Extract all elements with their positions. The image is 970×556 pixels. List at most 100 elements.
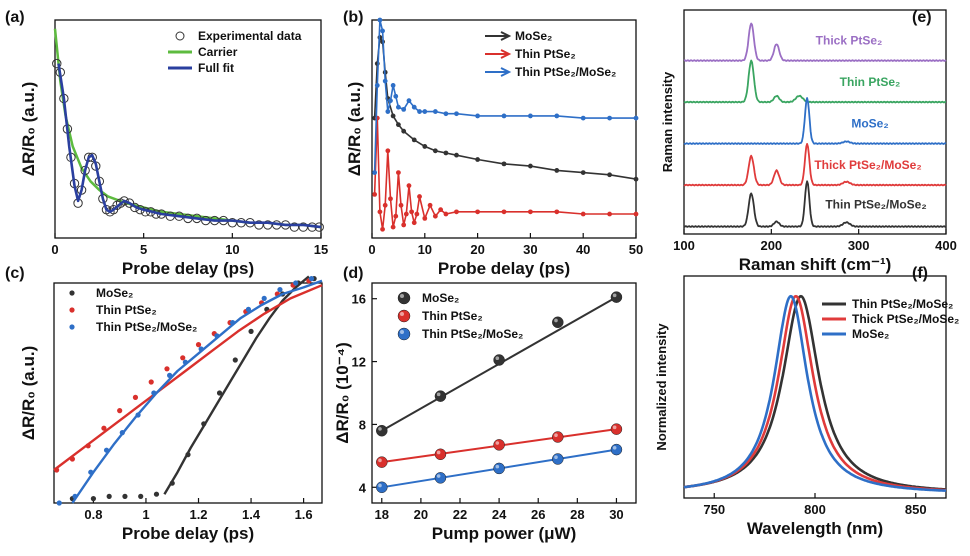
legend-arrow <box>500 67 512 77</box>
data-point <box>633 115 639 121</box>
legend-label: Thin PtSe₂/MoSe₂ <box>422 327 523 341</box>
x-tick-label-c: 1.4 <box>242 507 261 522</box>
plot-frame-a <box>54 19 322 239</box>
plot-frame-e <box>683 9 947 235</box>
legend-label: Carrier <box>198 45 238 59</box>
data-point <box>552 453 564 465</box>
data-point <box>434 448 447 461</box>
data-point <box>153 491 160 497</box>
y-axis-label-e: Raman intensity <box>660 71 675 172</box>
data-point <box>382 202 388 208</box>
data-point <box>214 333 220 339</box>
data-point-highlight <box>554 455 558 460</box>
data-point <box>396 170 401 176</box>
legend-label: Thin PtSe₂/MoSe₂ <box>852 297 953 311</box>
data-point <box>528 209 533 215</box>
data-point <box>135 412 141 418</box>
data-point <box>385 109 391 114</box>
y-tick-label-d: 4 <box>359 480 367 495</box>
data-point <box>443 150 449 156</box>
x-tick-label-b: 0 <box>368 242 375 257</box>
panel-f: 750 800 850 Wavelength (nm) Normalized inten… <box>654 265 959 538</box>
data-point <box>633 176 639 182</box>
data-point <box>216 390 223 396</box>
x-axis-label-e: Raman shift (cm⁻¹) <box>739 255 892 274</box>
panel-label-d: (d) <box>343 265 363 282</box>
data-point <box>248 328 254 334</box>
y-tick-label-d: 16 <box>352 292 366 307</box>
x-tick-label-a: 0 <box>51 242 58 257</box>
legend-marker <box>397 309 411 323</box>
data-point <box>390 83 396 88</box>
data-point-highlight <box>436 392 441 397</box>
data-point <box>411 137 417 143</box>
legend-arrow <box>500 49 512 59</box>
y-axis-label-f: Normalized intensity <box>654 323 669 451</box>
data-point <box>434 472 447 484</box>
data-point <box>607 172 612 178</box>
data-point <box>443 111 449 117</box>
data-point <box>393 213 399 219</box>
data-point-highlight <box>378 483 382 488</box>
data-point-highlight <box>554 318 558 323</box>
panel-c: 0.8 1 1.2 1.4 1.6 Probe delay (ps) ΔR/R₀ (a.u.… <box>5 265 323 543</box>
data-point <box>432 109 438 114</box>
data-point <box>580 115 586 121</box>
x-tick-label-f: 800 <box>804 502 826 517</box>
series-line-2 <box>373 19 636 173</box>
data-point <box>411 104 417 110</box>
data-point <box>554 113 560 119</box>
plot-frame-d <box>371 282 637 504</box>
x-tick-label-c: 1.6 <box>295 507 313 522</box>
data-point <box>417 194 422 199</box>
data-point-highlight <box>612 293 617 298</box>
data-point <box>501 161 507 167</box>
data-point <box>195 342 202 348</box>
raman-spectrum-2 <box>683 97 947 145</box>
panel-label-f: (f) <box>912 265 928 282</box>
x-tick-label-c: 1 <box>142 507 149 522</box>
data-point <box>443 211 449 217</box>
data-point-highlight <box>612 425 617 430</box>
data-point <box>390 113 396 119</box>
x-tick-label-f: 850 <box>905 502 927 517</box>
data-point <box>230 320 236 326</box>
legend-label: Thick PtSe₂/MoSe₂ <box>852 312 959 326</box>
data-point <box>180 355 186 361</box>
data-point <box>138 493 144 499</box>
data-point <box>493 462 505 475</box>
legend-label: MoSe₂ <box>852 327 889 341</box>
data-point <box>380 28 385 34</box>
fit-line-2 <box>71 279 323 504</box>
data-point <box>552 431 564 443</box>
data-point <box>528 163 533 169</box>
data-point-highlight <box>378 458 382 463</box>
data-point <box>475 157 480 162</box>
data-point <box>493 354 505 366</box>
data-point <box>406 98 412 104</box>
y-axis-label-b: ΔR/R₀ (a.u.) <box>345 82 364 177</box>
panel-label-a: (a) <box>5 9 25 26</box>
data-point <box>372 170 378 176</box>
data-point <box>475 209 480 215</box>
series-line-full-fit <box>57 63 322 229</box>
data-point <box>422 144 428 149</box>
panel-e: 100 200 300 400 Raman shift (cm⁻¹) Raman inte… <box>660 9 957 274</box>
legend-marker <box>175 31 185 41</box>
data-point <box>185 452 191 458</box>
data-point <box>401 222 407 228</box>
data-point <box>169 480 175 486</box>
data-point-highlight <box>495 441 500 445</box>
x-tick-label-d: 24 <box>492 507 507 522</box>
data-point <box>406 183 412 189</box>
data-point-experimental <box>52 58 62 69</box>
data-point <box>103 447 110 453</box>
panel-label-e: (e) <box>912 9 932 26</box>
legend-label: MoSe₂ <box>96 286 133 300</box>
data-point-experimental <box>119 196 129 206</box>
x-tick-label-e: 400 <box>935 238 957 253</box>
x-tick-label-e: 100 <box>673 238 695 253</box>
data-point-highlight <box>436 474 441 478</box>
x-axis-label-b: Probe delay (ps) <box>438 259 570 278</box>
x-tick-label-a: 5 <box>140 242 147 257</box>
